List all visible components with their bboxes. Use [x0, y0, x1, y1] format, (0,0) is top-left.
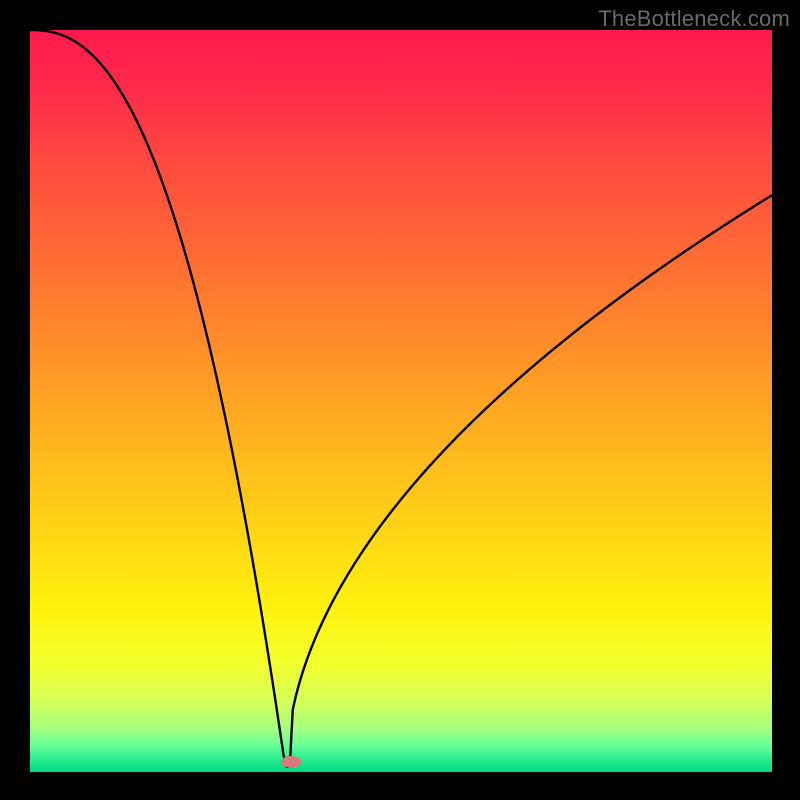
optimum-marker: [281, 756, 301, 768]
watermark-text: TheBottleneck.com: [598, 6, 790, 32]
chart-container: TheBottleneck.com: [0, 0, 800, 800]
plot-area: [30, 30, 772, 772]
bottleneck-curve: [30, 30, 772, 772]
curve-path: [30, 30, 772, 767]
